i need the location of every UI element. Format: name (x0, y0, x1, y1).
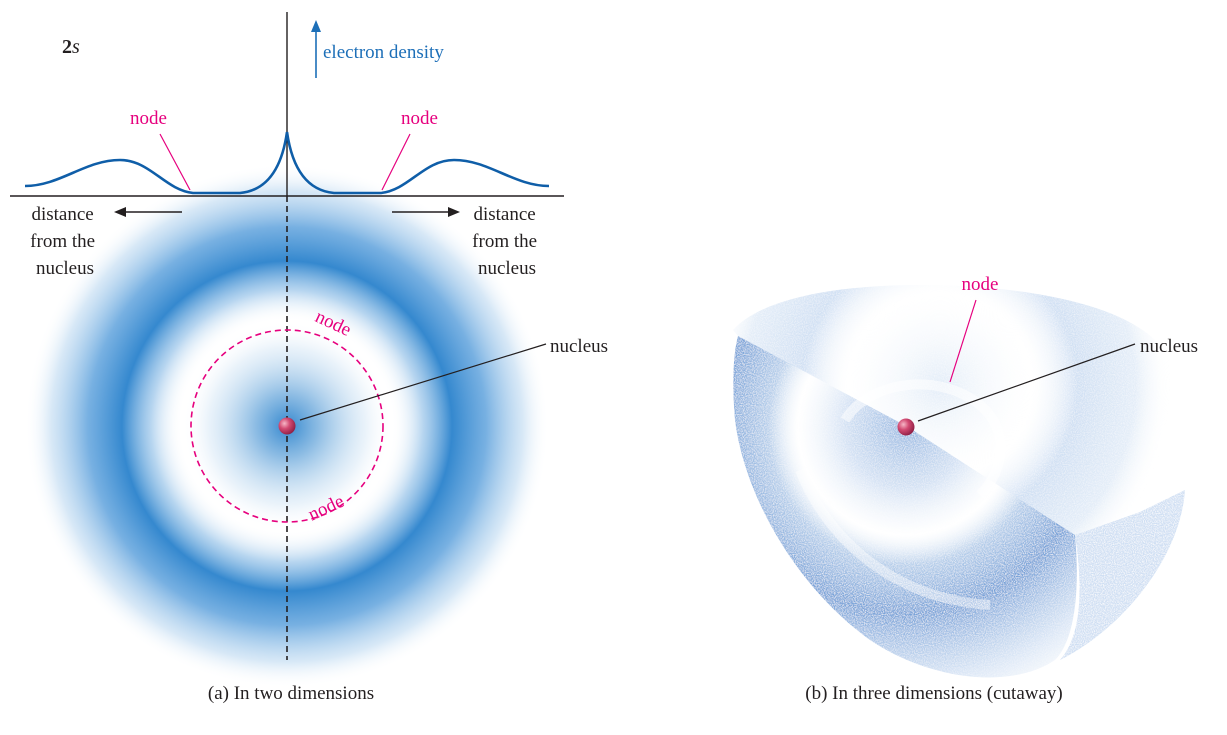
distance-arrow-right (392, 207, 460, 217)
node-surface-ring (840, 379, 1006, 499)
distance-arrow-left (114, 207, 182, 217)
orbital-label: 2s (62, 36, 80, 58)
nucleus-sphere-3d (897, 418, 915, 436)
cloud-right-face (908, 427, 1185, 660)
caption-b: (b) In three dimensions (cutaway) (805, 683, 1062, 704)
panel-a: electron density 2s node node distance f… (10, 12, 608, 704)
node-label-left: node (130, 108, 167, 129)
node-leader-right (381, 133, 411, 191)
node-ring (190, 329, 384, 523)
node-leader-3d (949, 299, 977, 383)
panel-b: node nucleus (b) In three dimensions (cu… (733, 274, 1198, 704)
nucleus-leader-a (299, 343, 547, 421)
distance-label-left: distance from the nucleus (30, 204, 100, 279)
nucleus-sphere (278, 417, 296, 435)
electron-density-label: electron density (323, 42, 444, 63)
cloud-top-surface (733, 285, 1190, 535)
caption-a: (a) In two dimensions (208, 683, 374, 704)
nucleus-label-b: nucleus (1140, 336, 1198, 357)
nucleus-label-a: nucleus (550, 336, 608, 357)
electron-density-arrow (311, 20, 321, 78)
density-curve (24, 131, 550, 195)
distance-label-right: distance from the nucleus (472, 204, 542, 279)
cloud-front-face (733, 336, 1077, 678)
nucleus-leader-b (917, 343, 1136, 422)
node-label-3d: node (962, 274, 999, 295)
node-label-right: node (401, 108, 438, 129)
node-surface-front (795, 468, 991, 610)
node-leader-left (159, 133, 191, 191)
